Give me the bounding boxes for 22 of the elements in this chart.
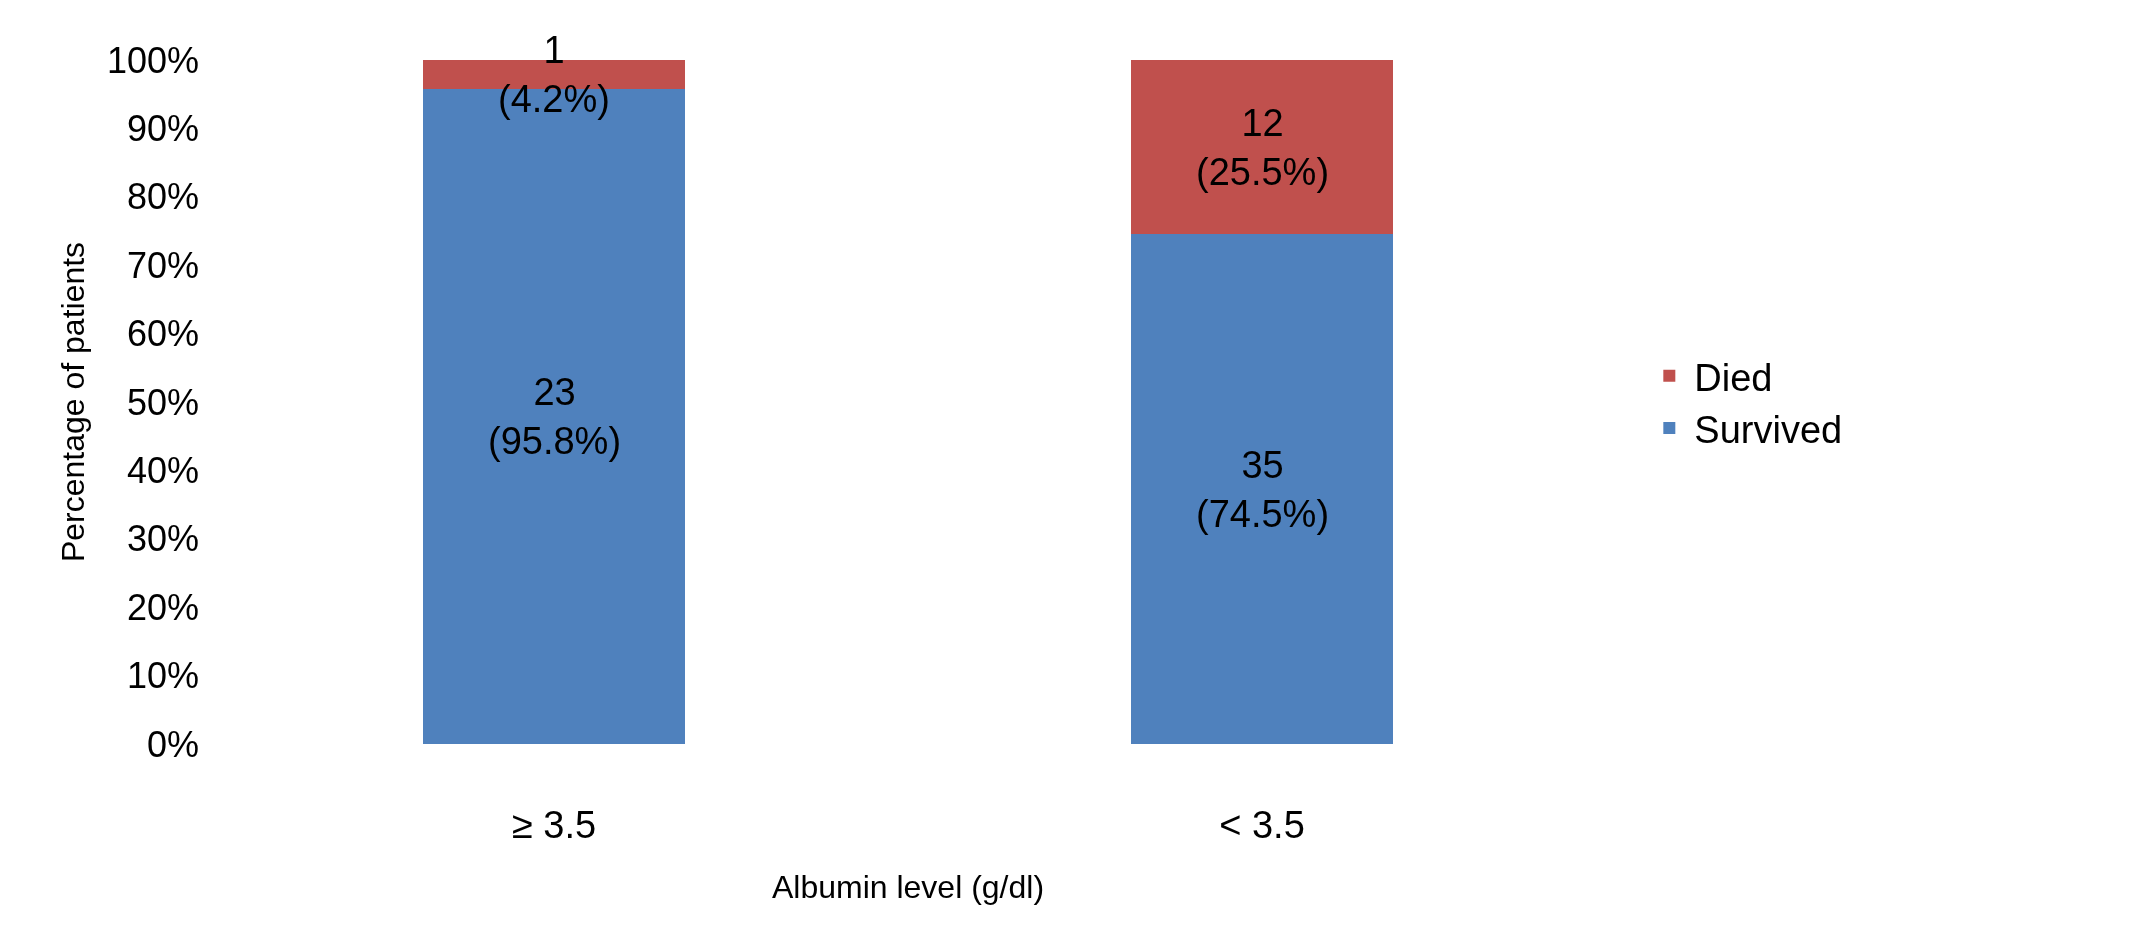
y-tick-label: 50% [126,381,199,423]
x-tick-label: < 3.5 [1219,804,1305,846]
y-tick-label: 20% [126,586,199,628]
y-tick-label: 10% [126,655,199,697]
y-tick-label: 60% [126,313,199,355]
bar [1131,234,1393,744]
y-tick-label: 100% [106,39,199,81]
bar [1131,60,1393,235]
data-label: 12 (25.5%) [1196,102,1330,194]
legend-label: Died [1694,356,1773,399]
data-label: 35 (74.5%) [1196,444,1330,536]
y-tick-label: 40% [126,450,199,491]
y-tick-label: 30% [126,518,199,560]
legend-label: Survived [1694,408,1843,451]
data-label: 23 (95.8%) [488,371,622,463]
y-tick-label: 0% [146,723,199,765]
y-tick-label: 90% [126,108,199,149]
x-axis-title: Albumin level (g/dl) [771,868,1045,905]
y-axis-title: Percentage of patients [55,241,92,563]
x-tick-label: ≥ 3.5 [511,804,597,846]
y-tick-label: 80% [126,176,199,218]
y-tick-label: 70% [126,244,199,286]
